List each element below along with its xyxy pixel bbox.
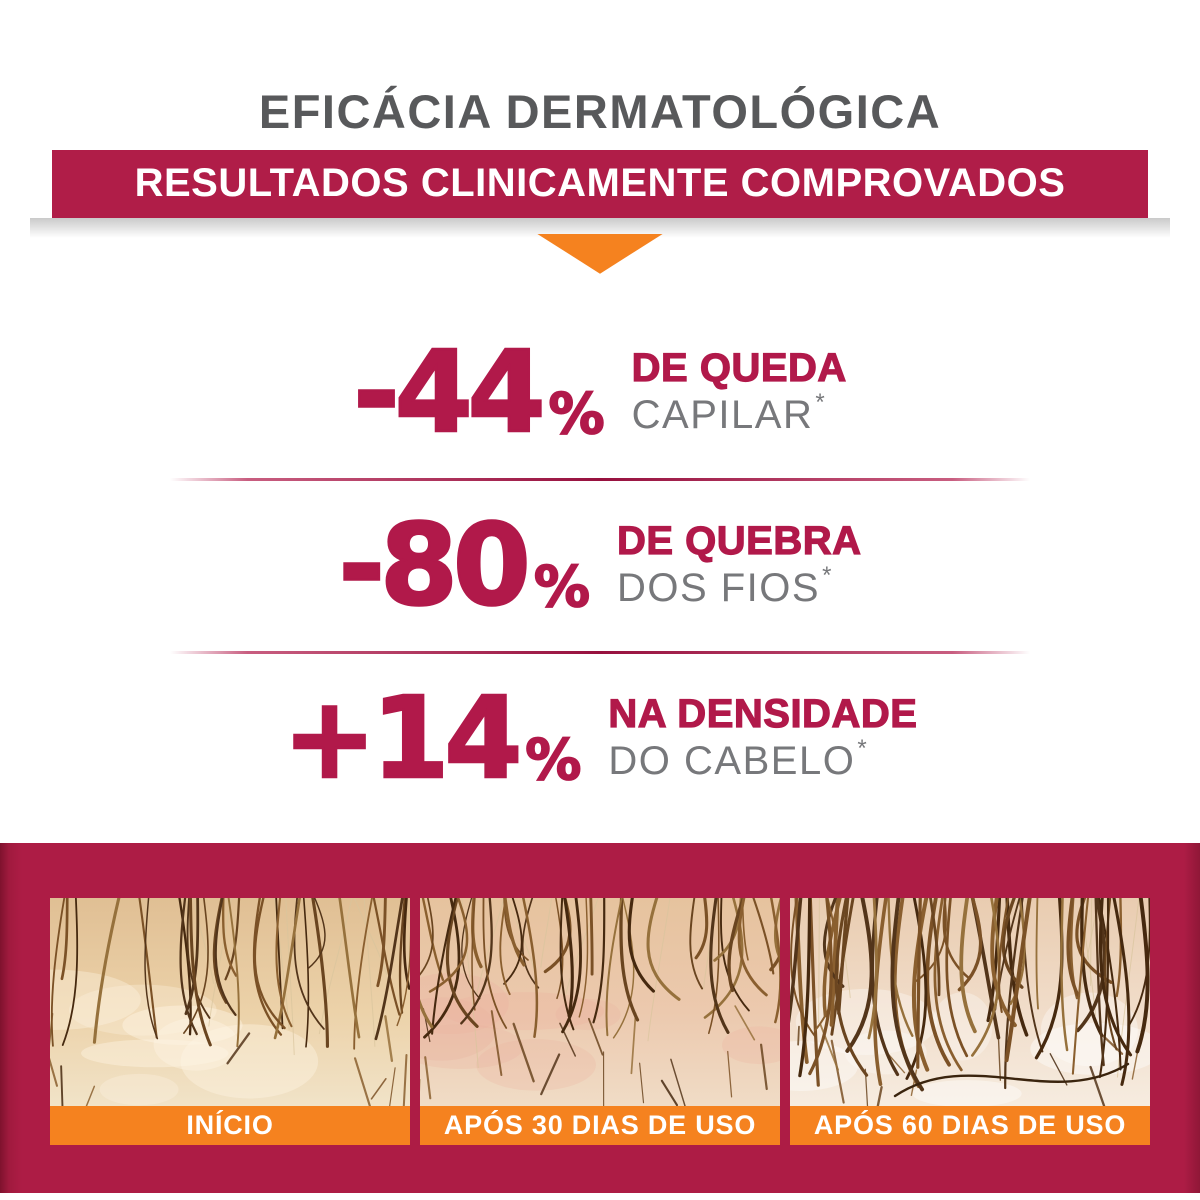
stat-value: -80% (337, 508, 591, 623)
arrow-down-icon (537, 233, 663, 274)
separator-line (170, 477, 1030, 481)
photo-label: APÓS 60 DIAS DE USO (813, 1109, 1127, 1140)
photo-label-bar: APÓS 30 DIAS DE USO (420, 1105, 780, 1145)
banner-text: RESULTADOS CLINICAMENTE COMPROVADOS (134, 161, 1066, 206)
stat-value-number: -44 (352, 327, 547, 458)
stat-label-primary: DE QUEBRA (616, 518, 862, 563)
photo-card-30-days: APÓS 30 DIAS DE USO (420, 897, 780, 1145)
photo-label-bar: APÓS 60 DIAS DE USO (790, 1105, 1150, 1145)
scalp-photo-30-days (420, 897, 780, 1106)
stat-labels: DE QUEBRA DOS FIOS* (616, 518, 862, 611)
percent-sign: % (533, 554, 591, 620)
stat-label-primary: NA DENSIDADE (608, 691, 918, 736)
photo-label: INÍCIO (186, 1109, 274, 1140)
photo-band: INÍCIO APÓS 30 DIAS DE USO APÓS 60 DIAS … (0, 842, 1200, 1193)
separator-line (170, 650, 1030, 654)
page-title: EFICÁCIA DERMATOLÓGICA (258, 85, 942, 138)
stats-section: -44% DE QUEDA CAPILAR* -80% DE QUEBRA DO… (0, 308, 1200, 824)
stat-row-density: +14% NA DENSIDADE DO CABELO* (0, 654, 1200, 824)
footnote-asterisk: * (822, 561, 832, 589)
scalp-photo-start (50, 897, 410, 1106)
stat-label-secondary-text: CAPILAR (631, 392, 814, 437)
footnote-asterisk: * (857, 734, 867, 762)
photo-card-start: INÍCIO (50, 897, 410, 1145)
footnote-asterisk: * (815, 388, 825, 416)
stat-value-number: +14 (281, 673, 523, 804)
stat-value-number: -80 (337, 500, 532, 631)
stat-row-breakage: -80% DE QUEBRA DOS FIOS* (0, 481, 1200, 651)
stat-label-secondary: DO CABELO* (608, 734, 917, 784)
stat-label-primary: DE QUEDA (631, 345, 847, 390)
stat-value: -44% (352, 335, 606, 450)
banner: RESULTADOS CLINICAMENTE COMPROVADOS (52, 149, 1148, 218)
photo-label-bar: INÍCIO (50, 1105, 410, 1145)
stat-labels: NA DENSIDADE DO CABELO* (608, 691, 918, 784)
stat-label-secondary: CAPILAR* (631, 388, 847, 438)
scalp-photo-60-days (790, 897, 1150, 1106)
stat-value: +14% (281, 681, 582, 796)
banner-shadow (30, 217, 1170, 238)
percent-sign: % (524, 727, 582, 793)
stat-label-secondary: DOS FIOS* (616, 561, 862, 611)
photo-label: APÓS 30 DIAS DE USO (443, 1109, 757, 1140)
stat-label-secondary-text: DO CABELO (608, 738, 856, 783)
stat-label-secondary-text: DOS FIOS (616, 565, 821, 610)
percent-sign: % (548, 381, 606, 447)
photo-card-60-days: APÓS 60 DIAS DE USO (790, 897, 1150, 1145)
stat-labels: DE QUEDA CAPILAR* (631, 345, 847, 438)
stat-row-hair-loss: -44% DE QUEDA CAPILAR* (0, 308, 1200, 478)
